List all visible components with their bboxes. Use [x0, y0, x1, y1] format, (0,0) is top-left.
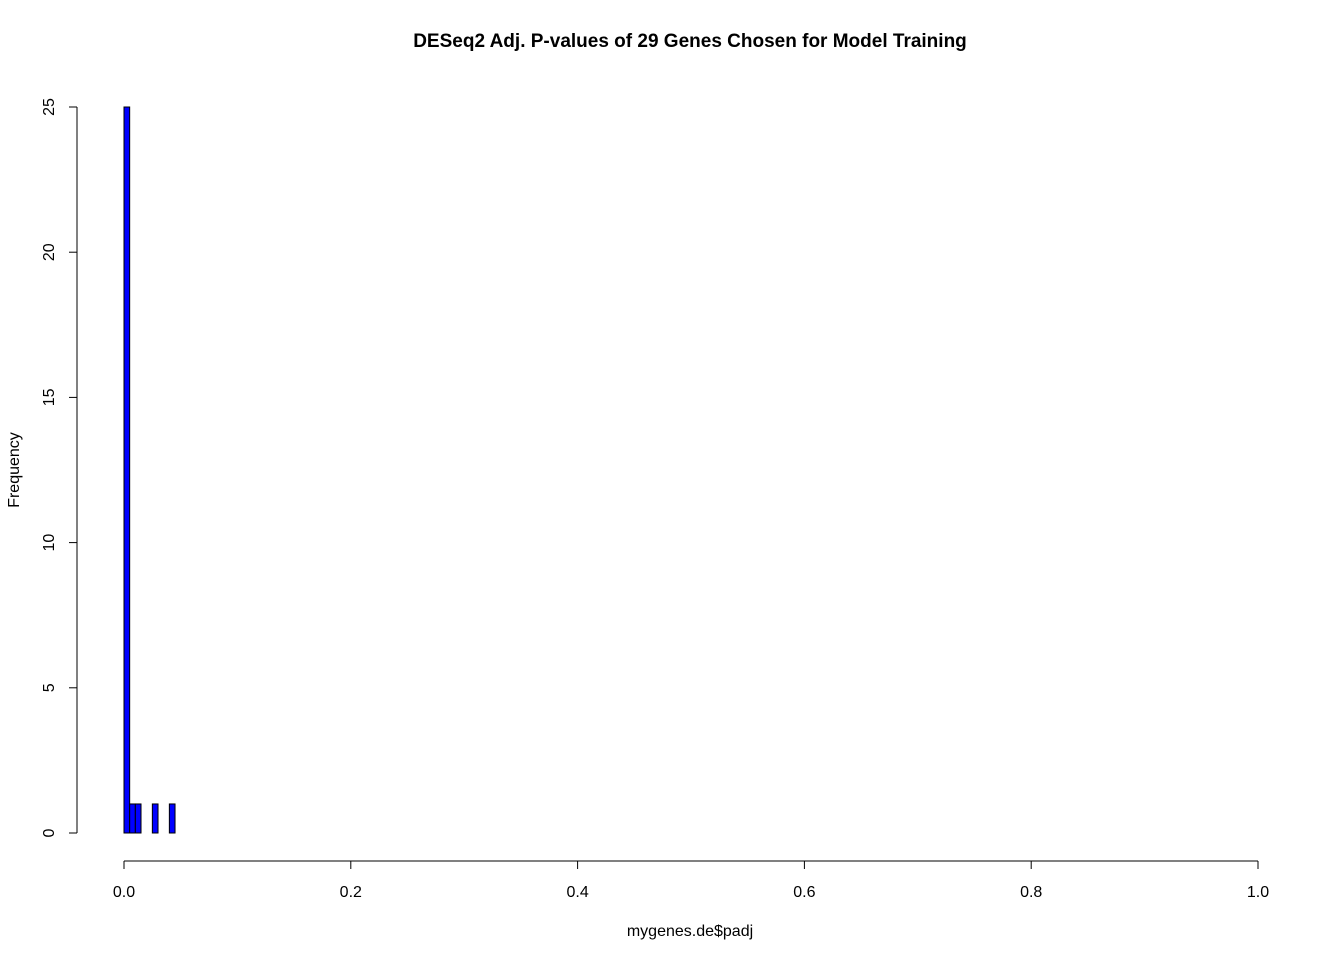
y-tick-label: 10 [41, 534, 58, 552]
x-tick-label: 0.6 [793, 884, 815, 901]
histogram-bar [129, 803, 136, 834]
x-tick-label: 0.2 [340, 884, 362, 901]
histogram-bar [151, 803, 159, 834]
y-tick-label: 25 [41, 98, 58, 116]
chart-title: DESeq2 Adj. P-values of 29 Genes Chosen … [413, 31, 967, 52]
x-tick-label: 0.8 [1020, 884, 1042, 901]
histogram-bar [134, 803, 142, 834]
y-tick-label: 20 [41, 243, 58, 261]
x-tick-label: 1.0 [1247, 884, 1269, 901]
y-axis-title: Frequency [6, 432, 23, 508]
histogram-bar [168, 803, 176, 834]
x-axis-title: mygenes.de$padj [627, 923, 753, 940]
y-tick-label: 5 [41, 683, 58, 692]
y-tick-label: 15 [41, 388, 58, 406]
y-tick-label: 0 [41, 828, 58, 837]
x-axis: 0.0 0.2 0.4 0.6 0.8 1.0 [113, 860, 1269, 901]
x-tick-label: 0.4 [566, 884, 588, 901]
histogram-bars [123, 106, 176, 834]
histogram-bar [123, 106, 131, 834]
y-axis: 0 5 10 15 20 25 [41, 98, 78, 837]
x-tick-label: 0.0 [113, 884, 135, 901]
